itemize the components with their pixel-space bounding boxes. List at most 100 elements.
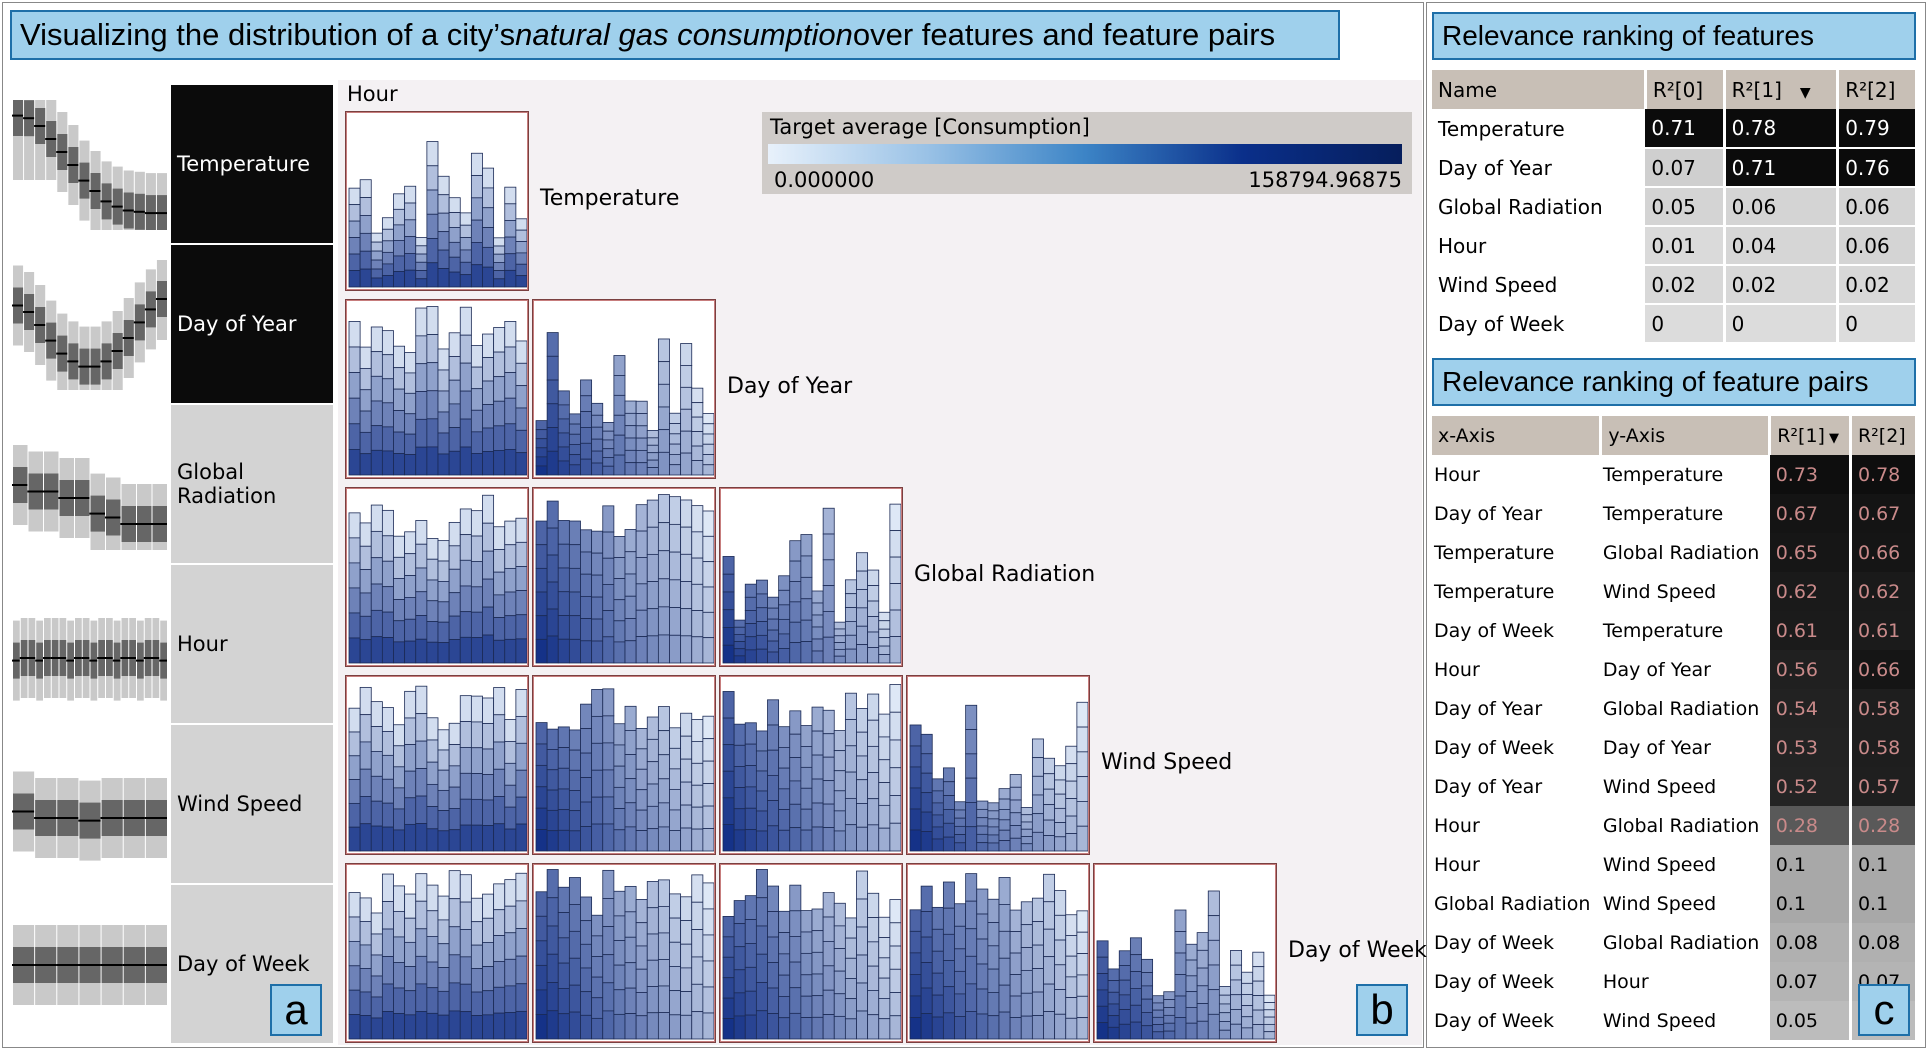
- column-header[interactable]: R²[1] ▼: [1769, 416, 1852, 455]
- r2-value-cell: 0.01: [1645, 226, 1726, 266]
- table-row[interactable]: Wind Speed 0.02 0.02 0.02: [1432, 265, 1918, 305]
- table-row[interactable]: Day of Year Global Radiation 0.54 0.58: [1432, 689, 1919, 728]
- r2-value-cell: 0.66: [1850, 650, 1919, 689]
- feature-toggle[interactable]: Day of Year: [171, 245, 333, 403]
- matrix-cell[interactable]: [532, 487, 716, 667]
- feature-name-cell: Wind Speed: [1432, 265, 1646, 304]
- column-header-label: R²[1]: [1777, 424, 1825, 447]
- column-header-label: R²[1]: [1731, 77, 1782, 102]
- matrix-diagonal-label: Wind Speed: [1101, 750, 1233, 775]
- matrix-diagonal-label: Temperature: [540, 186, 680, 211]
- r2-value-cell: 0.1: [1769, 884, 1852, 923]
- feature-name-cell: Day of Year: [1432, 148, 1646, 187]
- left-frame: [2, 2, 1424, 1048]
- matrix-cell[interactable]: [532, 299, 716, 479]
- column-header[interactable]: Name: [1432, 70, 1647, 109]
- features-ranking-table: Name R²[0] R²[1] ▼ R²[2] Temperature 0.71 0.78 0…: [1432, 70, 1918, 344]
- table-row[interactable]: Day of Year Wind Speed 0.52 0.57: [1432, 767, 1919, 806]
- r2-value-cell: 0.1: [1850, 884, 1919, 923]
- r2-value-cell: 0: [1645, 304, 1726, 344]
- r2-value-cell: 0.1: [1769, 845, 1852, 884]
- r2-value-cell: 0.67: [1769, 494, 1852, 533]
- feature-name: Global Radiation: [177, 460, 277, 508]
- y-axis-cell: Temperature: [1600, 494, 1770, 533]
- matrix-cell[interactable]: [906, 675, 1090, 855]
- r2-value-cell: 0.76: [1837, 148, 1918, 188]
- r2-value-cell: 0.06: [1837, 226, 1918, 266]
- column-header[interactable]: R²[1] ▼: [1724, 70, 1840, 109]
- column-header-label: y-Axis: [1608, 424, 1666, 447]
- feature-toggle[interactable]: Hour: [171, 565, 333, 723]
- table-row[interactable]: Day of Year Temperature 0.67 0.67: [1432, 494, 1919, 533]
- r2-value-cell: 0.65: [1769, 533, 1852, 572]
- feature-toggle[interactable]: Temperature: [171, 85, 333, 243]
- distribution-sparkline: [12, 420, 167, 564]
- r2-value-cell: 0.06: [1724, 187, 1840, 227]
- r2-value-cell: 0: [1837, 304, 1918, 344]
- r2-value-cell: 0.04: [1724, 226, 1840, 266]
- table-row[interactable]: Day of Week Hour 0.07 0.07: [1432, 962, 1919, 1001]
- x-axis-cell: Day of Week: [1432, 611, 1601, 650]
- table-row[interactable]: Day of Week 0 0 0: [1432, 304, 1918, 344]
- distribution-sparkline: [12, 260, 167, 407]
- column-header[interactable]: R²[2]: [1837, 70, 1918, 109]
- features-table-title: Relevance ranking of features: [1432, 12, 1916, 60]
- table-row[interactable]: Temperature 0.71 0.78 0.79: [1432, 109, 1918, 149]
- matrix-cell[interactable]: [532, 863, 716, 1043]
- table-row[interactable]: Day of Week Global Radiation 0.08 0.08: [1432, 923, 1919, 962]
- column-header-label: Name: [1438, 77, 1498, 102]
- matrix-cell[interactable]: [532, 675, 716, 855]
- table-row[interactable]: Hour Wind Speed 0.1 0.1: [1432, 845, 1919, 884]
- table-row[interactable]: Hour 0.01 0.04 0.06: [1432, 226, 1918, 266]
- table-row[interactable]: Global Radiation 0.05 0.06 0.06: [1432, 187, 1918, 227]
- r2-value-cell: 0.56: [1769, 650, 1852, 689]
- table-row[interactable]: Day of Week Temperature 0.61 0.61: [1432, 611, 1919, 650]
- x-axis-cell: Day of Week: [1432, 728, 1601, 767]
- legend-min: 0.000000: [774, 168, 875, 192]
- matrix-cell[interactable]: [345, 675, 529, 855]
- y-axis-cell: Global Radiation: [1600, 533, 1770, 572]
- feature-toggle[interactable]: Day of Week: [171, 885, 333, 1043]
- table-row[interactable]: Global Radiation Wind Speed 0.1 0.1: [1432, 884, 1919, 923]
- x-axis-cell: Hour: [1432, 455, 1601, 494]
- matrix-cell[interactable]: [906, 863, 1090, 1043]
- matrix-cell[interactable]: [345, 299, 529, 479]
- table-row[interactable]: Day of Year 0.07 0.71 0.76: [1432, 148, 1918, 188]
- table-row[interactable]: Hour Day of Year 0.56 0.66: [1432, 650, 1919, 689]
- r2-value-cell: 0.58: [1850, 689, 1919, 728]
- matrix-cell[interactable]: [719, 863, 903, 1043]
- sort-desc-icon: ▼: [1799, 84, 1811, 101]
- column-header[interactable]: x-Axis: [1432, 416, 1603, 455]
- panel-label-c: c: [1858, 984, 1910, 1036]
- matrix-cell[interactable]: [719, 487, 903, 667]
- matrix-cell[interactable]: [345, 487, 529, 667]
- matrix-top-label: Hour: [347, 82, 398, 106]
- matrix-cell[interactable]: [345, 111, 529, 291]
- y-axis-cell: Wind Speed: [1600, 845, 1770, 884]
- feature-toggle[interactable]: Global Radiation: [171, 405, 333, 563]
- color-legend: Target average [Consumption] 0.000000 15…: [762, 112, 1412, 194]
- matrix-cell[interactable]: [345, 863, 529, 1043]
- table-row[interactable]: Hour Global Radiation 0.28 0.28: [1432, 806, 1919, 845]
- r2-value-cell: 0.71: [1724, 148, 1840, 188]
- table-row[interactable]: Temperature Global Radiation 0.65 0.66: [1432, 533, 1919, 572]
- matrix-cell[interactable]: [719, 675, 903, 855]
- x-axis-cell: Day of Year: [1432, 494, 1601, 533]
- matrix-cell[interactable]: [1093, 863, 1277, 1043]
- x-axis-cell: Global Radiation: [1432, 884, 1601, 923]
- table-row[interactable]: Hour Temperature 0.73 0.78: [1432, 455, 1919, 494]
- table-row[interactable]: Temperature Wind Speed 0.62 0.62: [1432, 572, 1919, 611]
- y-axis-cell: Global Radiation: [1600, 923, 1770, 962]
- r2-value-cell: 0.07: [1769, 962, 1852, 1001]
- feature-name-cell: Temperature: [1432, 109, 1646, 148]
- r2-value-cell: 0.78: [1850, 455, 1919, 494]
- feature-toggle[interactable]: Wind Speed: [171, 725, 333, 883]
- column-header[interactable]: R²[2]: [1850, 416, 1919, 455]
- r2-value-cell: 0.57: [1850, 767, 1919, 806]
- column-header[interactable]: R²[0]: [1645, 70, 1726, 109]
- table-row[interactable]: Day of Week Day of Year 0.53 0.58: [1432, 728, 1919, 767]
- r2-value-cell: 0.66: [1850, 533, 1919, 572]
- column-header-label: x-Axis: [1438, 424, 1496, 447]
- column-header[interactable]: y-Axis: [1600, 416, 1772, 455]
